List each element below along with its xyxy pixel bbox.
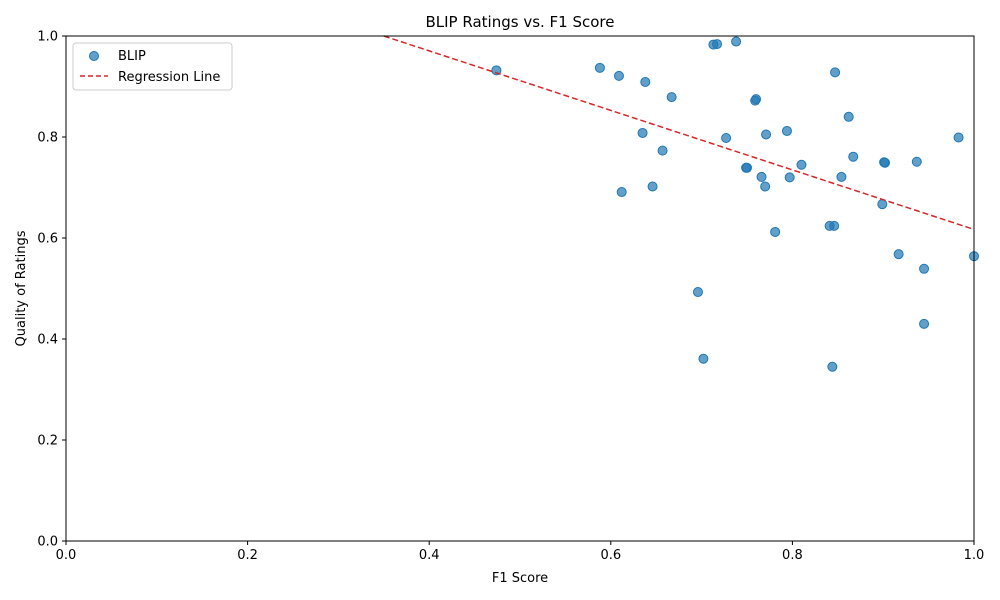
y-axis-ticks: 0.0 0.2 0.4 0.6 0.8 1.0 (37, 30, 66, 550)
x-axis-ticks: 0.0 0.2 0.4 0.6 0.8 1.0 (56, 541, 985, 563)
data-point (830, 67, 841, 78)
y-tick-label: 1.0 (37, 30, 58, 45)
data-point (880, 157, 891, 168)
data-point (893, 249, 904, 260)
data-point (781, 125, 792, 136)
data-point (877, 199, 888, 210)
data-point (953, 132, 964, 143)
legend-label-regression: Regression Line (118, 70, 220, 85)
legend-marker-blip (89, 51, 99, 61)
plot-frame (65, 35, 975, 542)
data-point (836, 171, 847, 182)
data-point (712, 39, 723, 50)
x-tick-label: 0.0 (56, 548, 77, 563)
data-point (692, 287, 703, 298)
data-point (640, 76, 651, 87)
x-tick-label: 0.2 (237, 548, 258, 563)
data-point (829, 220, 840, 231)
x-axis-label: F1 Score (492, 571, 548, 586)
plot-area (65, 35, 979, 542)
data-point (731, 36, 742, 47)
legend-label-blip: BLIP (118, 49, 146, 64)
chart-title: BLIP Ratings vs. F1 Score (425, 13, 614, 31)
data-point (742, 162, 752, 173)
data-point (637, 127, 648, 138)
x-tick-label: 0.8 (782, 548, 803, 563)
x-tick-label: 0.4 (419, 548, 440, 563)
data-point (491, 65, 502, 76)
data-point (919, 318, 930, 329)
data-point (698, 353, 709, 364)
data-point (751, 94, 762, 105)
data-point (770, 226, 781, 237)
data-point (613, 70, 624, 81)
regression-layer (383, 35, 975, 231)
data-point (843, 111, 854, 122)
data-point (796, 159, 807, 170)
data-point (594, 62, 605, 73)
data-point (647, 181, 658, 192)
data-point (616, 187, 627, 198)
y-tick-label: 0.4 (37, 333, 58, 348)
y-tick-label: 0.8 (37, 131, 58, 146)
data-point (657, 145, 668, 156)
data-point (919, 263, 930, 274)
y-tick-label: 0.6 (37, 232, 58, 247)
y-tick-label: 0.2 (37, 434, 58, 449)
data-point (911, 156, 922, 167)
data-point (760, 181, 771, 192)
x-tick-label: 0.6 (600, 548, 621, 563)
y-axis-label: Quality of Ratings (14, 230, 29, 346)
x-tick-label: 1.0 (964, 548, 985, 563)
legend: BLIP Regression Line (72, 42, 233, 91)
y-tick-label: 0.0 (37, 535, 58, 550)
data-point (721, 133, 732, 144)
legend-box (72, 42, 233, 91)
plot-background (66, 36, 974, 541)
data-point (784, 172, 795, 183)
data-point (827, 361, 838, 372)
data-point (756, 171, 767, 182)
data-point (666, 92, 677, 103)
data-point (761, 129, 772, 140)
regression-line (383, 35, 975, 231)
data-point (848, 151, 859, 162)
